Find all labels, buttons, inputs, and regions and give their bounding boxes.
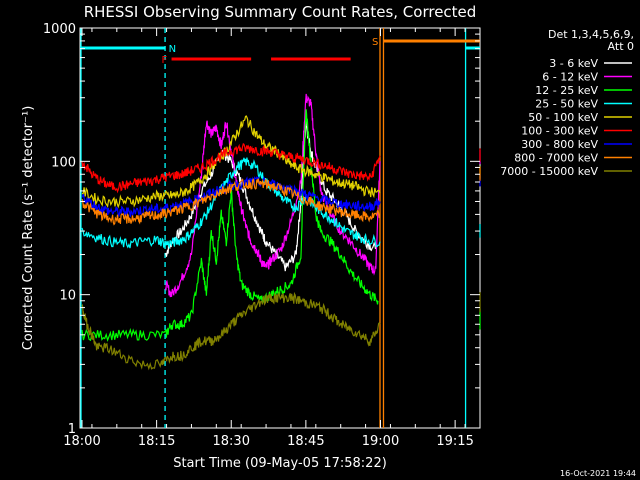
legend-label: 3 - 6 keV [549,57,598,70]
series-12-25-kev [81,109,481,343]
chart-title: RHESSI Observing Summary Count Rates, Co… [84,3,477,21]
legend-label: 6 - 12 keV [542,71,598,84]
y-axis-label: Corrected Count Rate (s⁻¹ detector⁻¹) [21,106,36,351]
legend-label: 12 - 25 keV [535,84,598,97]
x-tick-label: 18:15 [138,434,175,449]
vertical-lines [80,28,467,428]
y-tick-label: 1000 [43,22,76,37]
series-line [165,93,381,298]
legend-label: 25 - 50 keV [535,98,598,111]
x-axis-label: Start Time (09-May-05 17:58:22) [173,456,387,471]
y-tick-label: 10 [59,289,76,304]
flag-letter: N [169,44,176,55]
series-line [81,291,381,371]
x-tick-label: 19:15 [436,434,473,449]
y-tick-label: 100 [51,155,76,170]
series-800-7000-kev [81,166,481,226]
series-7000-15000-kev [81,291,481,371]
legend-header: Att 0 [608,40,634,53]
axis-ticks: 18:00 18:15 18:30 18:45 19:00 19:15 1000 100 10 1 [43,22,480,449]
legend-label: 50 - 100 keV [528,111,598,124]
legend-header: Det 1,3,4,5,6,9, [548,28,634,41]
x-tick-label: 18:45 [287,434,324,449]
plot-frame [79,27,481,429]
series-line [81,178,381,226]
x-tick-label: 19:00 [362,434,399,449]
flag-bars: NF S [80,37,480,66]
series-line [81,157,381,250]
series-25-50-kev [81,157,481,250]
legend-label: 800 - 7000 keV [514,152,598,165]
flag-letter: F [162,55,168,66]
series-50-100-kev [81,115,481,209]
series-100-300-kev [81,142,481,194]
x-tick-label: 18:00 [63,434,100,449]
series-layer [81,93,481,371]
timestamp: 16-Oct-2021 19:44 [560,469,636,478]
y-tick-label: 1 [68,422,76,437]
legend-label: 300 - 800 keV [521,138,598,151]
series-line [81,142,381,194]
flag-letter: S [372,37,378,48]
legend-label: 100 - 300 keV [521,125,598,138]
series-line [81,109,379,343]
series-line [81,115,381,209]
legend-label: 7000 - 15000 keV [500,165,598,178]
x-tick-label: 18:30 [213,434,250,449]
